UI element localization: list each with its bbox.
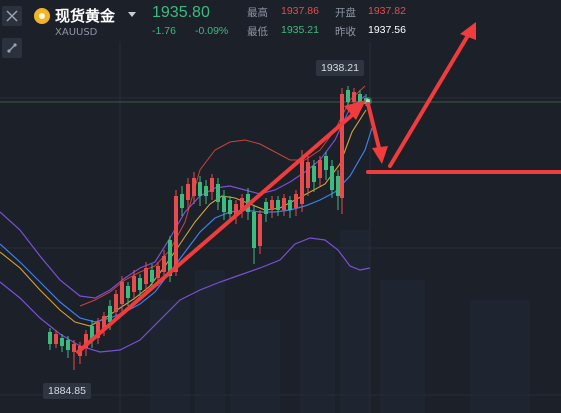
candlesticks xyxy=(48,86,368,370)
open-label: 开盘 xyxy=(335,7,356,19)
open-value: 1937.82 xyxy=(368,5,406,17)
uptrend-arrowhead xyxy=(344,100,366,120)
bounce-arrowhead xyxy=(460,22,476,40)
high-price-callout: 1938.21 xyxy=(316,60,364,76)
bounce-arrow[interactable] xyxy=(388,30,472,168)
gold-coin-icon xyxy=(34,8,50,24)
price-change: -1.76 xyxy=(152,25,176,37)
instrument-symbol: XAUUSD xyxy=(55,27,98,38)
draw-tool-icon xyxy=(7,43,17,53)
high-value: 1937.86 xyxy=(281,5,319,17)
instrument-name[interactable]: 现货黄金 xyxy=(55,7,116,25)
background-watermark xyxy=(150,230,530,413)
current-price-dot-core xyxy=(366,99,370,103)
close-button[interactable] xyxy=(2,6,22,26)
low-label: 最低 xyxy=(247,26,268,38)
uptrend-arrow[interactable] xyxy=(76,108,360,354)
analysis-arrows[interactable] xyxy=(76,22,561,354)
envelope-upper-line xyxy=(79,85,366,307)
low-value: 1935.21 xyxy=(281,24,319,36)
pullback-arrowhead xyxy=(372,146,388,164)
draw-tool-button[interactable] xyxy=(2,38,22,58)
prev-close-label: 昨收 xyxy=(335,26,356,38)
close-icon xyxy=(6,10,18,22)
low-price-callout: 1884.85 xyxy=(43,383,91,399)
prev-close-value: 1937.56 xyxy=(368,24,406,36)
high-label: 最高 xyxy=(247,7,268,19)
band-mid-line xyxy=(0,127,373,323)
last-price: 1935.80 xyxy=(152,4,210,21)
quote-header: 现货黄金 XAUUSD 1935.80 -1.76 -0.09% 最高 1937… xyxy=(0,0,561,42)
pullback-arrow[interactable] xyxy=(366,102,382,154)
dropdown-caret-icon[interactable] xyxy=(128,12,136,17)
price-change-percent: -0.09% xyxy=(195,25,229,37)
ma-line xyxy=(0,109,367,327)
